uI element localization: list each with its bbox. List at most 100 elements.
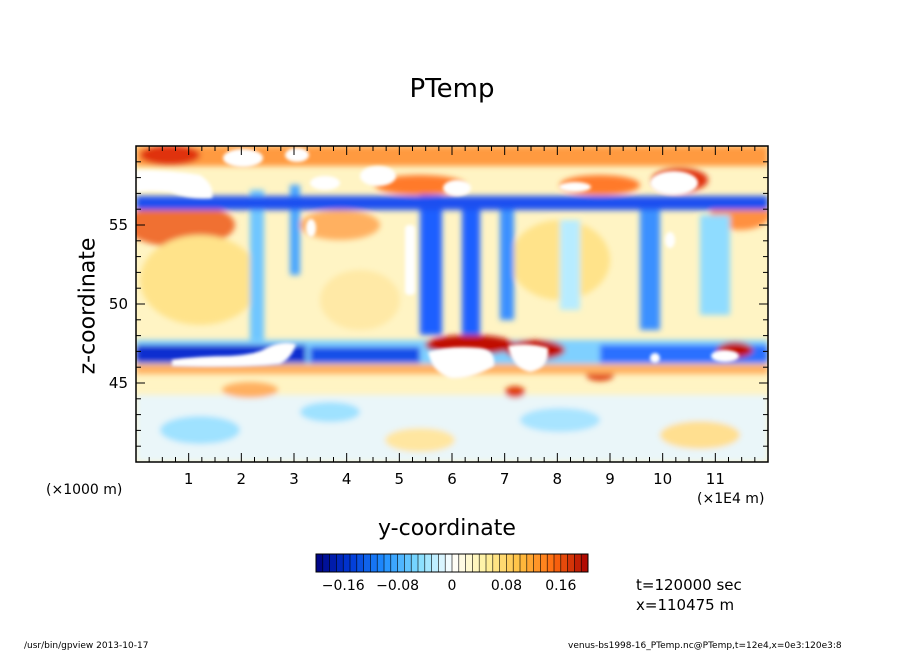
x-tick-label: 2 (237, 470, 247, 488)
colorbar-cell (431, 554, 439, 572)
saturated-core (405, 225, 415, 295)
colorbar-cell (356, 554, 365, 572)
saturated-core (136, 170, 213, 199)
x-axis-label: y-coordinate (378, 516, 516, 541)
colorbar-cell (567, 554, 575, 572)
colorbar-cell (445, 554, 453, 572)
lower-blob (505, 386, 525, 398)
contour-field (136, 146, 768, 462)
colorbar-cell (492, 554, 501, 572)
colorbar-cell (526, 554, 535, 572)
colorbar-cell (322, 554, 331, 572)
warm-layer (320, 270, 400, 330)
saturated-core (650, 171, 698, 195)
x-tick-label: 10 (653, 470, 672, 488)
colorbar-tick-label: 0 (448, 578, 457, 594)
x-tick-label: 1 (184, 470, 194, 488)
colorbar-cell (506, 554, 514, 572)
cool-plume (500, 210, 514, 320)
colorbar-cell (520, 554, 528, 572)
saturated-core (285, 148, 309, 162)
x-unit-left: (×1000 m) (46, 482, 123, 498)
x-tick-label: 4 (342, 470, 352, 488)
top-band (375, 175, 465, 195)
cool-band (310, 347, 420, 363)
lower-blob (300, 402, 360, 422)
lower-blob (520, 408, 600, 432)
y-tick-label: 50 (109, 295, 128, 313)
colorbar-tick-label: −0.08 (376, 578, 419, 594)
footer-source: venus-bs1998-16_PTemp.nc@PTemp,t=12e4,x=… (568, 641, 842, 651)
colorbar-cell (554, 554, 562, 572)
colorbar-cell (581, 554, 589, 572)
saturated-core (559, 182, 591, 192)
saturated-core (306, 219, 316, 237)
colorbar: −0.16 −0.08 0 0.08 0.16 (315, 553, 589, 594)
x-unit-right: (×1E4 m) (697, 491, 765, 507)
colorbar-tick-label: 0.16 (545, 578, 576, 594)
x-tick-label: 9 (605, 470, 615, 488)
colorbar-cell (479, 554, 487, 572)
saturated-core (428, 347, 495, 379)
lower-blob (660, 421, 740, 449)
colorbar-cell (329, 554, 337, 572)
x-position-annotation: x=110475 m (636, 596, 735, 614)
colorbar-cell (377, 554, 385, 572)
saturated-core (443, 180, 471, 196)
colorbar-cell (574, 554, 582, 572)
colorbar-cell (390, 554, 399, 572)
saturated-core (665, 232, 675, 248)
colorbar-cell (540, 554, 548, 572)
x-tick-label: 11 (706, 470, 725, 488)
colorbar-cell (404, 554, 412, 572)
x-tick-label: 3 (289, 470, 299, 488)
colorbar-tick-label: 0.08 (491, 578, 522, 594)
colorbar-cell (560, 554, 569, 572)
cool-plume (462, 205, 480, 340)
colorbar-cell (384, 554, 392, 572)
lower-blob (385, 428, 455, 452)
cool-plume (560, 220, 580, 310)
x-tick-label: 6 (447, 470, 457, 488)
colorbar-cell (363, 554, 371, 572)
saturated-core (310, 176, 340, 190)
colorbar-cell (486, 554, 494, 572)
footer-command: /usr/bin/gpview 2013-10-17 (24, 641, 149, 651)
saturated-core (172, 342, 296, 367)
colorbar-cell (343, 554, 351, 572)
colorbar-cell (370, 554, 378, 572)
colorbar-cell (316, 554, 324, 572)
colorbar-cell (418, 554, 426, 572)
y-axis: 45 50 55 (109, 145, 768, 463)
saturated-core (650, 353, 660, 363)
colorbar-cell (465, 554, 473, 572)
y-axis-label: z-coordinate (75, 237, 101, 375)
colorbar-cell (452, 554, 460, 572)
colorbar-cell (499, 554, 507, 572)
saturated-core (360, 166, 396, 186)
lower-blob (222, 382, 278, 398)
cool-plume (640, 210, 660, 330)
y-tick-label: 55 (109, 216, 128, 234)
colorbar-tick-label: −0.16 (322, 578, 365, 594)
colorbar-cell (350, 554, 358, 572)
colorbar-cell (533, 554, 541, 572)
colorbar-cell (411, 554, 419, 572)
colorbar-frame (315, 553, 589, 573)
x-tick-label: 7 (500, 470, 510, 488)
cool-plume (290, 185, 300, 275)
saturated-core (508, 344, 549, 372)
colorbar-cell (513, 554, 521, 572)
cool-plume (250, 190, 264, 340)
colorbar-cell (547, 554, 555, 572)
colorbar-cell (397, 554, 405, 572)
lower-blob (160, 416, 240, 444)
top-band (140, 146, 200, 165)
colorbar-cell (424, 554, 433, 572)
y-tick-label: 45 (109, 374, 128, 392)
cool-plume (420, 195, 442, 335)
lower-region (136, 395, 768, 462)
saturated-core (223, 149, 263, 167)
cool-band (136, 196, 768, 210)
